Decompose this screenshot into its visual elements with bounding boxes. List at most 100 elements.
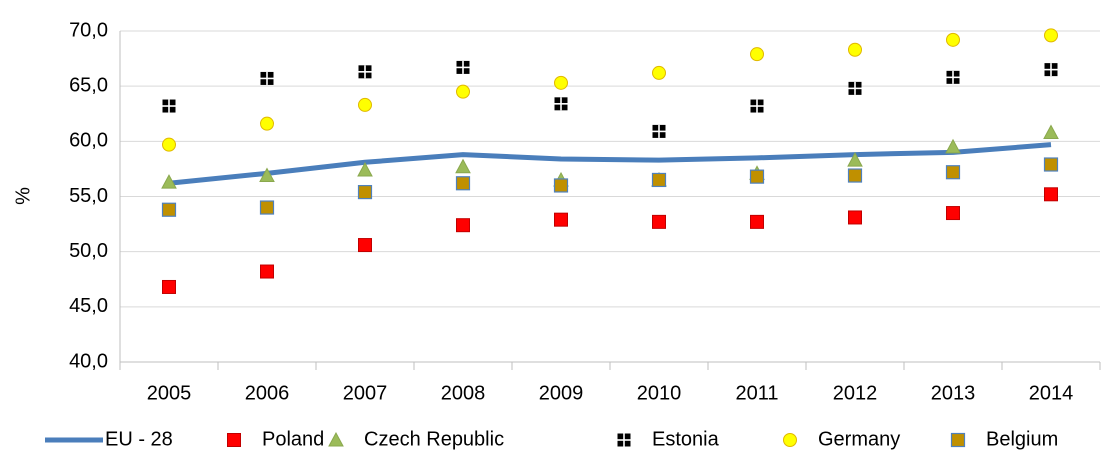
x-tick-label: 2012 [833, 382, 878, 404]
y-tick-label: 70,0 [69, 19, 108, 41]
data-point [750, 99, 764, 113]
marker-shape [945, 165, 961, 180]
data-point [652, 214, 666, 229]
marker-shape [358, 238, 372, 253]
x-tick-label: 2008 [441, 382, 486, 404]
marker-shape [161, 174, 177, 189]
marker-shape [553, 178, 569, 193]
marker-shape [554, 212, 568, 227]
data-point [259, 200, 275, 215]
y-tick-label: 65,0 [69, 74, 108, 96]
y-tick-label: 45,0 [69, 295, 108, 317]
marker-shape [455, 158, 471, 174]
x-tick-label: 2014 [1029, 382, 1074, 404]
marker-shape [357, 161, 373, 177]
marker-shape [946, 32, 960, 47]
marker-shape [328, 431, 344, 447]
data-point [848, 42, 862, 57]
data-point [652, 124, 666, 138]
marker-shape [945, 138, 961, 154]
data-point [357, 161, 373, 177]
marker-shape [1043, 124, 1059, 140]
data-point [456, 218, 470, 233]
y-axis-label: % [12, 187, 34, 205]
marker-shape [1044, 187, 1058, 202]
legend-label: Poland [262, 428, 324, 450]
marker-shape [946, 206, 960, 221]
marker-shape [554, 75, 568, 90]
legend-swatch [950, 432, 966, 448]
data-point [945, 165, 961, 180]
legend-label: Germany [818, 428, 900, 450]
data-point [357, 184, 373, 200]
data-point [260, 71, 274, 85]
marker-shape [847, 152, 863, 167]
data-point [358, 97, 372, 112]
data-point [456, 84, 470, 99]
marker-shape [358, 97, 372, 112]
marker-shape [651, 172, 667, 188]
marker-shape [161, 202, 177, 217]
marker-shape [750, 47, 764, 62]
marker-shape [1044, 28, 1058, 43]
data-point [847, 152, 863, 167]
marker-shape [260, 264, 274, 279]
data-point [946, 70, 960, 84]
marker-shape [783, 433, 797, 447]
data-point [553, 178, 569, 193]
marker-shape [227, 433, 241, 447]
marker-shape [750, 214, 764, 229]
legend-label: Czech Republic [364, 428, 504, 450]
data-point [260, 264, 274, 279]
data-point [1043, 124, 1059, 140]
x-tick-label: 2013 [931, 382, 976, 404]
data-point [358, 65, 372, 79]
marker-shape [950, 432, 966, 448]
data-point [554, 97, 568, 111]
marker-shape [455, 176, 471, 191]
data-point [1044, 63, 1058, 77]
data-point [554, 212, 568, 227]
marker-shape [652, 214, 666, 229]
y-tick-label: 60,0 [69, 130, 108, 152]
data-point [946, 32, 960, 47]
legend-swatch [227, 433, 241, 447]
x-tick-label: 2005 [147, 382, 192, 404]
data-point [848, 210, 862, 225]
marker-shape [456, 218, 470, 233]
marker-shape [1043, 157, 1059, 172]
data-point [946, 206, 960, 221]
data-point [456, 60, 470, 74]
data-point [260, 116, 274, 131]
data-point [554, 75, 568, 90]
data-point [161, 202, 177, 217]
legend-swatch [328, 431, 344, 447]
marker-shape [260, 116, 274, 131]
data-point [161, 174, 177, 189]
y-tick-label: 50,0 [69, 240, 108, 262]
x-tick-label: 2011 [735, 382, 778, 404]
marker-shape [749, 169, 765, 184]
data-point [455, 176, 471, 191]
data-point [162, 279, 176, 294]
data-point [455, 158, 471, 174]
marker-shape [847, 168, 863, 183]
x-tick-label: 2010 [637, 382, 682, 404]
marker-shape [162, 137, 176, 152]
marker-shape [652, 65, 666, 80]
legend-swatch [783, 433, 797, 447]
marker-shape [357, 184, 373, 200]
y-tick-label: 55,0 [69, 185, 108, 207]
data-point [750, 214, 764, 229]
marker-shape [259, 167, 275, 183]
legend-label: Belgium [986, 428, 1058, 450]
marker-shape [848, 42, 862, 57]
x-tick-label: 2007 [343, 382, 388, 404]
marker-shape [456, 84, 470, 99]
legend-label: Estonia [652, 428, 720, 450]
data-point [358, 238, 372, 253]
data-point [750, 47, 764, 62]
data-point [848, 81, 862, 95]
marker-shape [848, 210, 862, 225]
